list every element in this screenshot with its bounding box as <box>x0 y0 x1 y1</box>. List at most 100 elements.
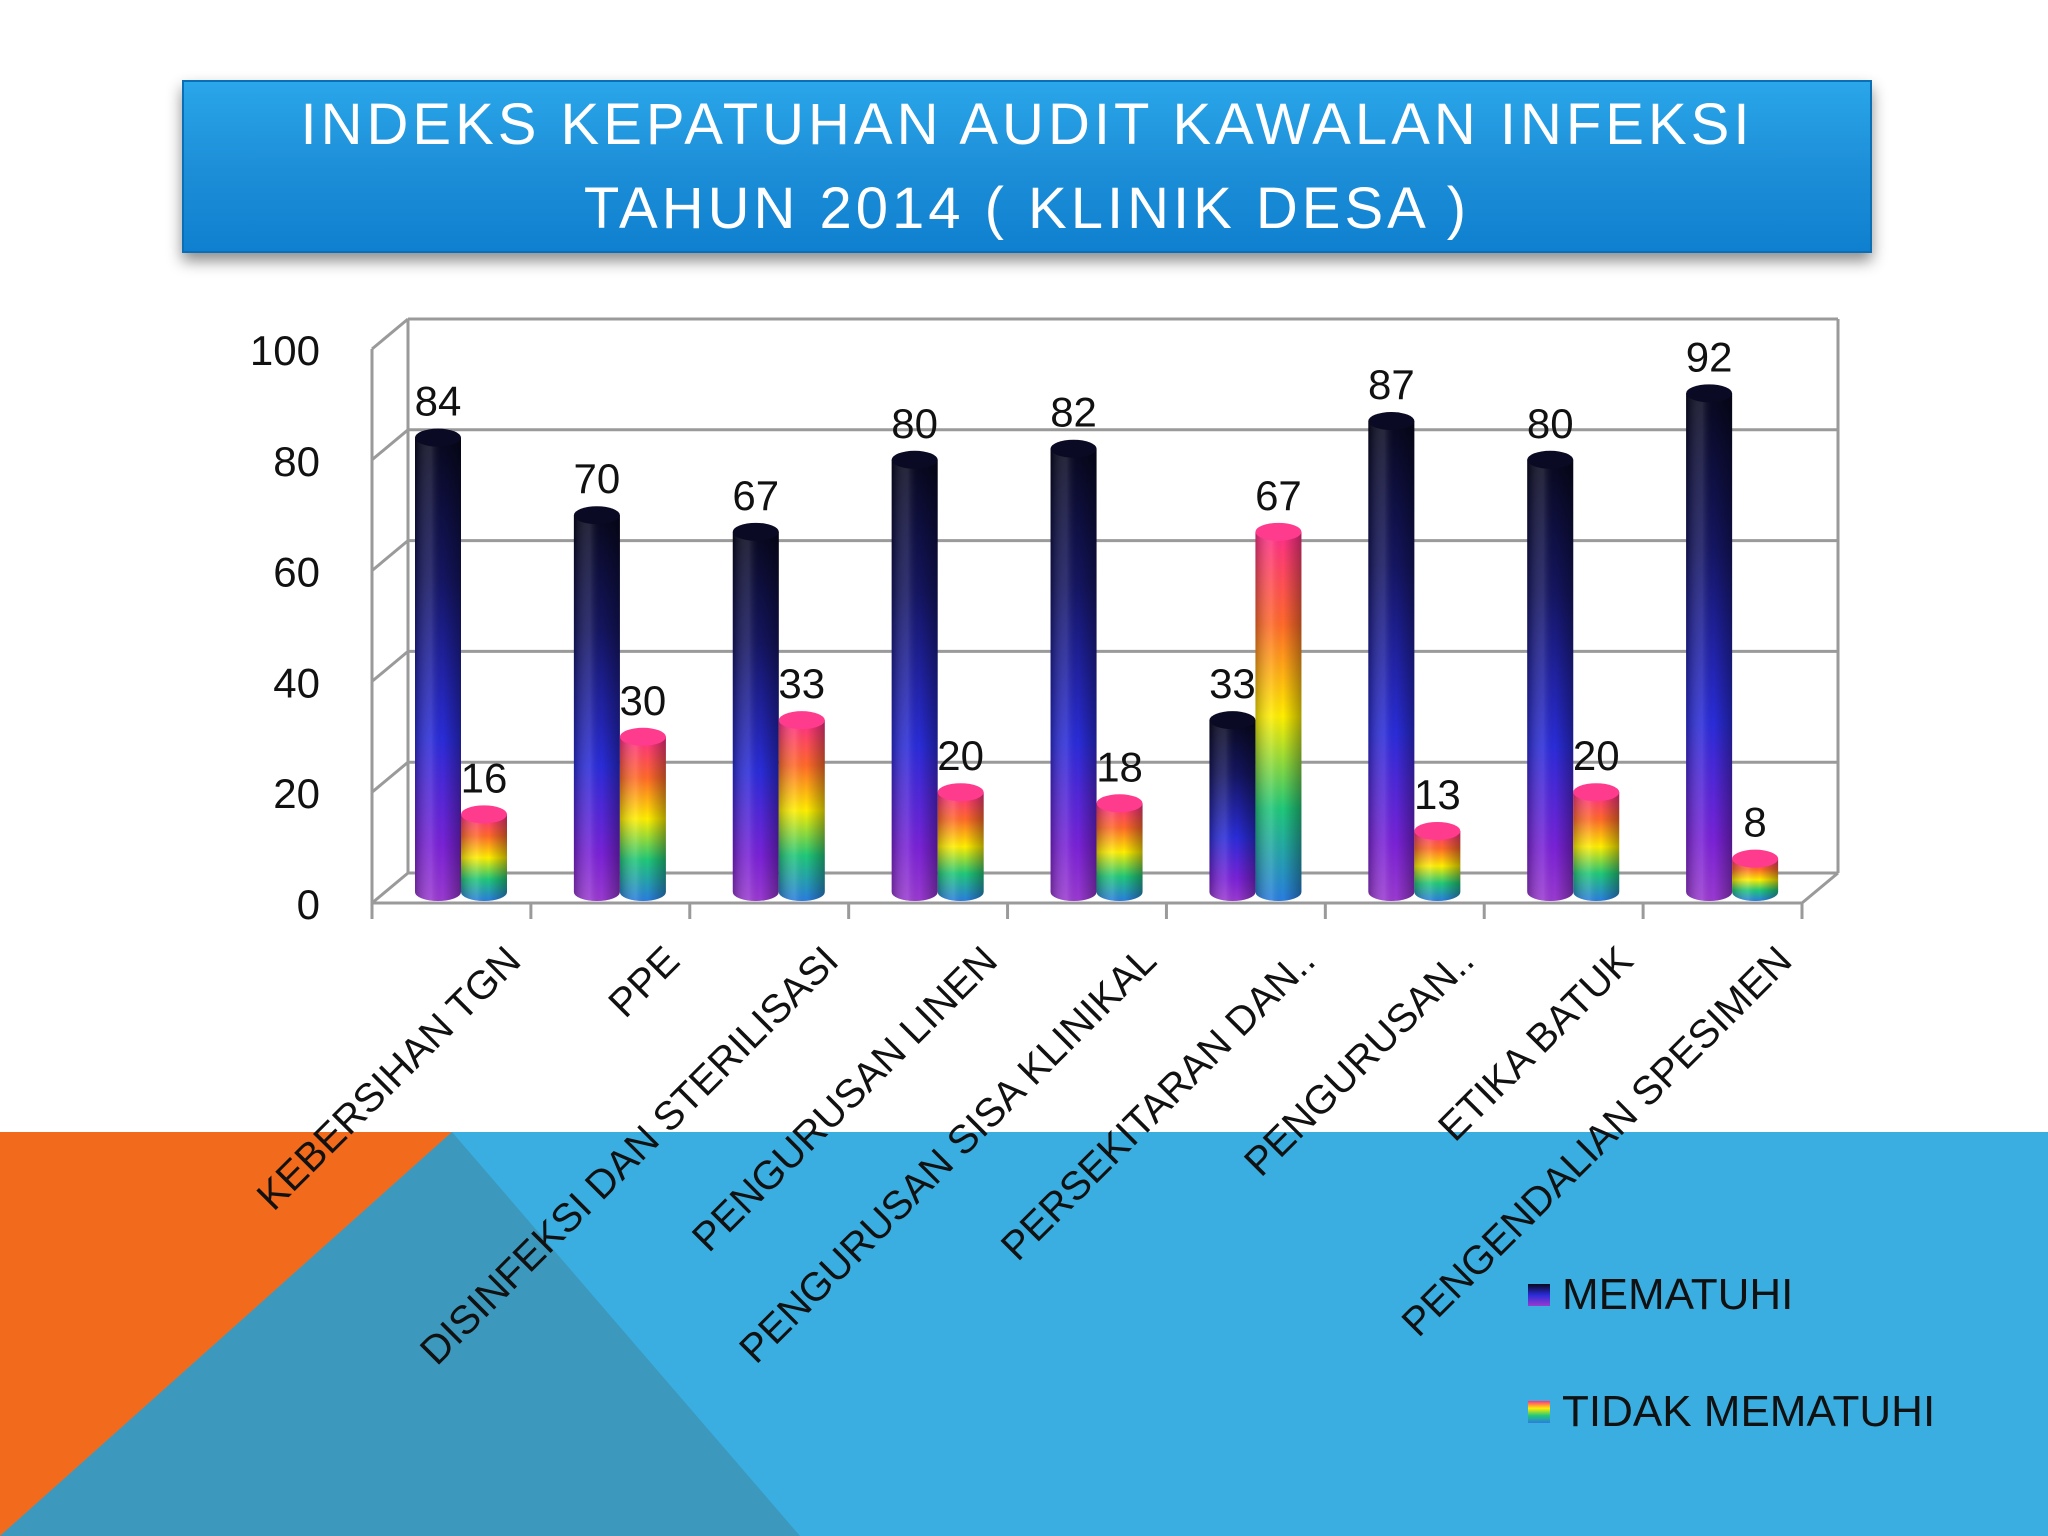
bar-cap <box>619 727 666 746</box>
bar-cap <box>1255 522 1302 541</box>
y-tick-label: 20 <box>273 770 320 817</box>
bar-cap <box>1527 450 1574 469</box>
bar-shading <box>1686 393 1733 901</box>
bar-cap <box>415 428 461 447</box>
data-label: 8 <box>1743 799 1766 846</box>
gridline-depth <box>371 428 409 461</box>
bar-shading <box>1368 421 1415 901</box>
data-label: 67 <box>1255 472 1302 519</box>
category-label: KEBERSIHAN TGN <box>249 938 530 1219</box>
floor-edge <box>1801 871 1839 905</box>
bar-tidak-mematuhi <box>1732 849 1779 901</box>
bar-tidak-mematuhi <box>1573 783 1620 901</box>
data-label: 80 <box>1527 400 1574 447</box>
data-label: 20 <box>937 732 984 779</box>
bar-cap <box>1414 821 1461 840</box>
legend-item-tidak-mematuhi: TIDAK MEMATUHI <box>1528 1387 1935 1437</box>
gridline-depth <box>371 871 409 905</box>
data-label: 70 <box>574 455 621 502</box>
legend-label-mematuhi: MEMATUHI <box>1562 1270 1794 1319</box>
bar-shading <box>778 720 825 901</box>
data-label: 82 <box>1050 389 1097 436</box>
bar-tidak-mematuhi <box>1414 821 1461 901</box>
y-tick-label: 100 <box>250 327 320 374</box>
bar-tidak-mematuhi <box>461 805 507 901</box>
bar-mematuhi <box>891 450 938 901</box>
gridline-depth <box>371 761 409 794</box>
data-label: 16 <box>461 754 508 801</box>
bar-shading <box>1414 830 1461 901</box>
bar-tidak-mematuhi <box>1096 794 1143 901</box>
title-line-2: TAHUN 2014 ( KLINIK DESA ) <box>583 175 1471 241</box>
bar-mematuhi <box>573 506 620 901</box>
data-label: 87 <box>1368 361 1415 408</box>
bar-mematuhi <box>1050 439 1097 901</box>
data-label: 30 <box>620 677 667 724</box>
bar-shading <box>891 459 938 901</box>
data-label: 18 <box>1096 743 1143 790</box>
y-tick-label: 60 <box>273 549 320 596</box>
data-label: 33 <box>778 660 825 707</box>
bar-tidak-mematuhi <box>619 727 666 901</box>
bar-mematuhi <box>1686 384 1733 901</box>
bar-shading <box>1255 531 1302 901</box>
bar-tidak-mematuhi <box>1255 522 1302 901</box>
bar-mematuhi <box>1209 711 1256 901</box>
bar-shading <box>1096 803 1143 901</box>
legend-label-tidak-mematuhi: TIDAK MEMATUHI <box>1562 1387 1936 1436</box>
bar-shading <box>1050 448 1097 901</box>
y-tick-label: 40 <box>273 659 320 706</box>
category-label: PENGURUSAN LINEN <box>684 938 1006 1260</box>
bar-cap <box>1209 711 1256 730</box>
gridline-depth <box>371 650 409 683</box>
bar-cap <box>732 522 779 541</box>
data-label: 92 <box>1686 333 1733 380</box>
data-label: 67 <box>732 472 779 519</box>
gridline-depth <box>371 539 409 572</box>
category-label: PERSEKITARAN DAN.. <box>993 938 1324 1269</box>
y-tick-label: 80 <box>273 438 320 485</box>
bar-mematuhi <box>1368 412 1415 901</box>
bar-mematuhi <box>1527 450 1574 901</box>
bar-shading <box>573 515 620 901</box>
legend-swatch-tidak-mematuhi <box>1528 1401 1550 1423</box>
bar-shading <box>937 792 984 901</box>
bar-cap <box>1368 412 1415 431</box>
bar-shading <box>1209 720 1256 901</box>
bar-shading <box>1527 459 1574 901</box>
bar-cap <box>573 506 620 525</box>
legend-item-mematuhi: MEMATUHI <box>1528 1270 1793 1320</box>
bar-cap <box>1050 439 1097 458</box>
category-label: PPE <box>600 938 688 1026</box>
bar-shading <box>461 814 507 901</box>
bar-mematuhi <box>415 428 461 901</box>
title-line-1: INDEKS KEPATUHAN AUDIT KAWALAN INFEKSI <box>300 91 1754 157</box>
bar-shading <box>619 736 666 901</box>
bar-shading <box>415 437 461 901</box>
data-label: 84 <box>415 378 462 425</box>
bar-cap <box>937 783 984 802</box>
bar-shading <box>1732 858 1779 901</box>
bar-shading <box>1573 792 1620 901</box>
bar-shading <box>732 531 779 901</box>
bar-cap <box>1096 794 1143 813</box>
data-label: 80 <box>891 400 938 447</box>
bar-cap <box>1686 384 1733 403</box>
title-banner: INDEKS KEPATUHAN AUDIT KAWALAN INFEKSI T… <box>182 80 1872 253</box>
bar-cap <box>778 711 825 730</box>
legend-swatch-mematuhi <box>1528 1284 1550 1306</box>
y-tick-label: 0 <box>297 881 320 928</box>
bar-tidak-mematuhi <box>778 711 825 901</box>
overlap-triangle <box>0 1132 800 1536</box>
data-label: 13 <box>1414 771 1461 818</box>
data-label: 20 <box>1573 732 1620 779</box>
data-label: 33 <box>1209 660 1256 707</box>
bar-cap <box>891 450 938 469</box>
bar-mematuhi <box>732 522 779 901</box>
bar-cap <box>461 805 507 824</box>
bar-tidak-mematuhi <box>937 783 984 901</box>
bar-cap <box>1573 783 1620 802</box>
bar-cap <box>1732 849 1779 868</box>
